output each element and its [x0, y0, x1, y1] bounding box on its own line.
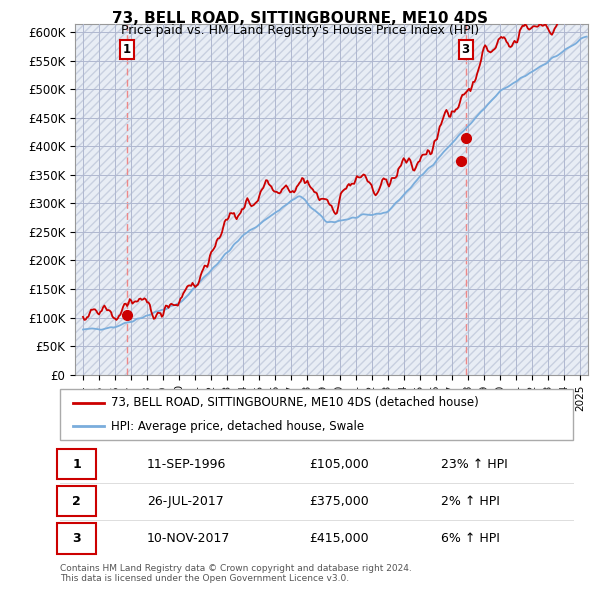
Text: 3: 3 — [72, 532, 81, 545]
Text: 1: 1 — [123, 43, 131, 56]
Text: £375,000: £375,000 — [309, 494, 369, 508]
Text: Contains HM Land Registry data © Crown copyright and database right 2024.
This d: Contains HM Land Registry data © Crown c… — [60, 563, 412, 583]
Text: £105,000: £105,000 — [309, 457, 369, 471]
Text: 73, BELL ROAD, SITTINGBOURNE, ME10 4DS (detached house): 73, BELL ROAD, SITTINGBOURNE, ME10 4DS (… — [112, 396, 479, 409]
Text: Price paid vs. HM Land Registry's House Price Index (HPI): Price paid vs. HM Land Registry's House … — [121, 24, 479, 37]
Text: 2: 2 — [72, 494, 81, 508]
Text: 2% ↑ HPI: 2% ↑ HPI — [441, 494, 500, 508]
Text: 10-NOV-2017: 10-NOV-2017 — [147, 532, 230, 545]
Text: £415,000: £415,000 — [309, 532, 368, 545]
Text: HPI: Average price, detached house, Swale: HPI: Average price, detached house, Swal… — [112, 419, 364, 432]
Text: 23% ↑ HPI: 23% ↑ HPI — [441, 457, 508, 471]
FancyBboxPatch shape — [60, 389, 573, 440]
Text: 6% ↑ HPI: 6% ↑ HPI — [441, 532, 500, 545]
Text: 11-SEP-1996: 11-SEP-1996 — [147, 457, 226, 471]
Text: 3: 3 — [461, 43, 470, 56]
Text: 1: 1 — [72, 457, 81, 471]
Text: 73, BELL ROAD, SITTINGBOURNE, ME10 4DS: 73, BELL ROAD, SITTINGBOURNE, ME10 4DS — [112, 11, 488, 25]
Text: 26-JUL-2017: 26-JUL-2017 — [147, 494, 224, 508]
